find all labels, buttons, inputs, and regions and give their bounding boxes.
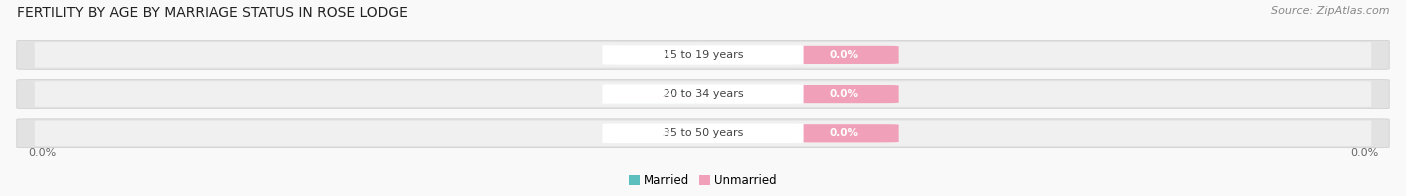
Text: 0.0%: 0.0% bbox=[1350, 148, 1378, 158]
Text: 0.0%: 0.0% bbox=[644, 128, 672, 138]
FancyBboxPatch shape bbox=[603, 124, 713, 142]
Text: 0.0%: 0.0% bbox=[644, 50, 672, 60]
Text: FERTILITY BY AGE BY MARRIAGE STATUS IN ROSE LODGE: FERTILITY BY AGE BY MARRIAGE STATUS IN R… bbox=[17, 6, 408, 20]
Text: 20 to 34 years: 20 to 34 years bbox=[662, 89, 744, 99]
FancyBboxPatch shape bbox=[35, 42, 1371, 68]
FancyBboxPatch shape bbox=[602, 123, 804, 143]
FancyBboxPatch shape bbox=[603, 46, 713, 64]
Text: 0.0%: 0.0% bbox=[830, 50, 859, 60]
FancyBboxPatch shape bbox=[17, 119, 1389, 148]
Text: 0.0%: 0.0% bbox=[28, 148, 56, 158]
FancyBboxPatch shape bbox=[790, 85, 898, 103]
Text: 0.0%: 0.0% bbox=[644, 89, 672, 99]
FancyBboxPatch shape bbox=[35, 81, 1371, 107]
FancyBboxPatch shape bbox=[35, 121, 1371, 146]
Text: Source: ZipAtlas.com: Source: ZipAtlas.com bbox=[1271, 6, 1389, 16]
Text: 35 to 50 years: 35 to 50 years bbox=[662, 128, 744, 138]
FancyBboxPatch shape bbox=[790, 46, 898, 64]
Text: 0.0%: 0.0% bbox=[830, 89, 859, 99]
Text: 15 to 19 years: 15 to 19 years bbox=[662, 50, 744, 60]
Legend: Married, Unmarried: Married, Unmarried bbox=[624, 169, 782, 192]
FancyBboxPatch shape bbox=[602, 84, 804, 104]
FancyBboxPatch shape bbox=[17, 80, 1389, 109]
FancyBboxPatch shape bbox=[603, 85, 713, 103]
Text: 0.0%: 0.0% bbox=[830, 128, 859, 138]
FancyBboxPatch shape bbox=[602, 45, 804, 65]
FancyBboxPatch shape bbox=[790, 124, 898, 142]
FancyBboxPatch shape bbox=[17, 40, 1389, 69]
